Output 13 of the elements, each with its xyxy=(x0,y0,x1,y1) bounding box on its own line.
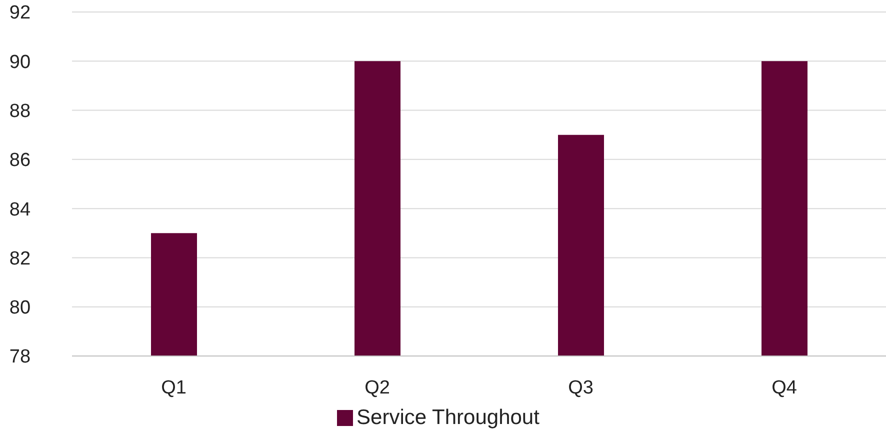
y-tick-label: 86 xyxy=(9,150,31,172)
y-tick-label: 78 xyxy=(9,346,31,368)
y-tick-label: 92 xyxy=(9,2,31,24)
y-tick-label: 84 xyxy=(9,199,31,220)
x-tick-label: Q3 xyxy=(568,377,594,398)
y-tick-label: 90 xyxy=(9,52,31,73)
legend-label: Service Throughout xyxy=(356,406,540,429)
y-tick-label: 80 xyxy=(9,298,31,319)
x-tick-label: Q4 xyxy=(772,377,798,398)
x-tick-label: Q2 xyxy=(364,377,390,398)
y-tick-label: 88 xyxy=(9,101,31,122)
y-tick-label: 82 xyxy=(9,248,31,270)
x-tick-label: Q1 xyxy=(161,377,186,398)
